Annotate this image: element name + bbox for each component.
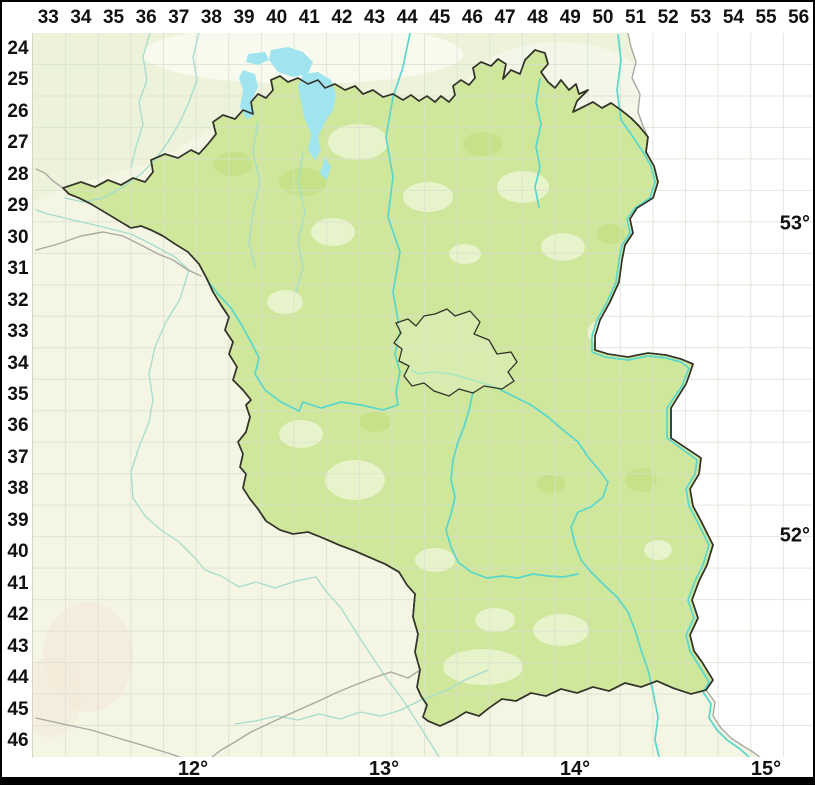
map-canvas <box>33 33 813 757</box>
grid-col-label: 39 <box>233 7 255 28</box>
oder-neisse-river <box>591 34 750 757</box>
grid-col-label: 51 <box>624 7 647 28</box>
grid-col-label: 53 <box>690 7 712 28</box>
grid-row-label: 43 <box>7 635 29 657</box>
grid-col-label: 56 <box>788 7 810 28</box>
bottom-bar <box>2 777 813 785</box>
lake-west-arm <box>239 70 258 120</box>
grid-row-label: 45 <box>7 698 29 720</box>
latitude-label: 53° <box>779 212 810 235</box>
dosse-river <box>248 121 261 268</box>
grid-col-label: 43 <box>363 7 386 28</box>
grid-row-label: 40 <box>7 541 29 563</box>
grid-col-label: 49 <box>559 7 581 28</box>
grid-row-label: 33 <box>7 321 29 343</box>
grid-col-label: 36 <box>135 7 157 28</box>
border-lowersaxony-saxonyanhalt <box>35 231 202 277</box>
lake-mueritz <box>298 72 336 160</box>
border-saxony-poland <box>705 689 761 757</box>
southwest-pink-patch-2 <box>33 657 81 737</box>
grid-col-label: 45 <box>429 7 451 28</box>
grid-row-label: 26 <box>7 100 29 122</box>
grid-col-label: 34 <box>70 7 92 28</box>
grid-row-label: 24 <box>7 37 29 59</box>
longitude-label: 14° <box>559 758 591 780</box>
grid-row-label: 37 <box>7 446 29 468</box>
grid-col-label: 35 <box>102 7 125 28</box>
grid-row-label: 30 <box>7 226 29 248</box>
longitude-label: 12° <box>177 758 209 780</box>
grid-col-label: 41 <box>298 7 320 28</box>
state-borders-gray <box>35 33 761 757</box>
grid-col-label: 46 <box>461 7 484 28</box>
rhin-river <box>295 151 306 293</box>
grid-col-label: 42 <box>331 7 353 28</box>
grid-row-label: 38 <box>7 478 29 500</box>
grid-row-label: 41 <box>7 572 29 594</box>
grid-col-label: 50 <box>592 7 614 28</box>
grid-row-label: 25 <box>7 69 29 91</box>
grid-row-label: 27 <box>7 132 29 154</box>
border-mecklenburg-poland <box>627 33 649 138</box>
grid-row-label: 35 <box>7 384 29 405</box>
grid-row-label: 34 <box>7 352 29 374</box>
grid-col-label: 48 <box>527 7 549 28</box>
grid-col-label: 54 <box>722 7 745 28</box>
lake-small-nw <box>246 52 269 65</box>
grid-row-label: 36 <box>7 415 29 437</box>
border-lowersaxony-mecklenburg <box>35 168 64 189</box>
grid-col-label: 47 <box>494 7 516 28</box>
grid-row-label: 39 <box>7 509 29 531</box>
grid-row-label: 28 <box>7 163 29 185</box>
elde-river <box>64 33 200 203</box>
lakes-north-cluster <box>269 47 313 77</box>
grid-col-label: 44 <box>396 7 418 28</box>
latitude-label: 52° <box>779 524 810 547</box>
berlin-boundary <box>393 308 518 397</box>
grid-row-label: 44 <box>7 667 29 689</box>
grid-col-label: 37 <box>168 7 190 28</box>
lakes-group <box>239 47 336 180</box>
lake-small-south-arm <box>320 157 331 180</box>
grid-lines <box>33 33 813 757</box>
ucker-river <box>534 78 542 208</box>
longitude-label: 13° <box>368 758 400 780</box>
grid-row-label: 46 <box>7 730 29 752</box>
rivers <box>35 33 750 757</box>
elbe-river <box>35 209 440 757</box>
stepenitz-river <box>130 33 151 168</box>
grid-row-label: 42 <box>7 604 29 626</box>
longitude-label: 15° <box>750 758 782 780</box>
dahme-river <box>445 391 579 579</box>
grid-row-label: 29 <box>7 195 29 217</box>
grid-col-label: 33 <box>37 7 59 28</box>
map-area <box>32 33 813 757</box>
poland-white-region <box>595 33 813 757</box>
border-saxonyanhalt-saxony <box>211 669 421 757</box>
grid-col-label: 40 <box>266 7 288 28</box>
border-saxonyanhalt-west <box>35 717 182 757</box>
grid-col-label: 38 <box>200 7 223 28</box>
schwarze-elster-river <box>234 669 489 725</box>
grid-col-label: 52 <box>657 7 679 28</box>
grid-row-label: 31 <box>7 258 29 280</box>
grid-row-label: 32 <box>7 289 29 311</box>
havel-river <box>206 33 411 412</box>
grid-col-label: 55 <box>755 7 777 28</box>
